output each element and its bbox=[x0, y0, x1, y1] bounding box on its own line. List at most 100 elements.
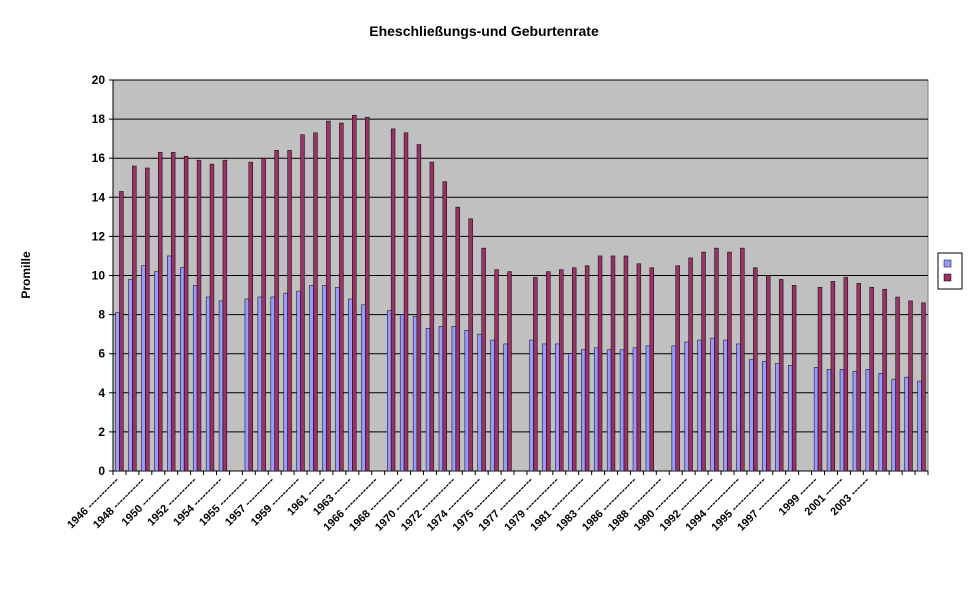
bar bbox=[826, 369, 832, 472]
bar bbox=[775, 363, 780, 472]
bar bbox=[778, 279, 784, 472]
bar bbox=[270, 296, 275, 472]
bar bbox=[584, 265, 590, 472]
bar bbox=[412, 316, 418, 472]
bar bbox=[141, 265, 146, 472]
y-tick-label: 4 bbox=[98, 386, 105, 400]
bar bbox=[740, 247, 745, 472]
bar bbox=[403, 132, 409, 472]
bar bbox=[869, 286, 874, 472]
bar bbox=[865, 369, 871, 472]
bar bbox=[115, 312, 120, 472]
bar bbox=[684, 341, 689, 472]
bar bbox=[309, 285, 314, 472]
bar bbox=[671, 345, 676, 472]
bar bbox=[438, 326, 444, 472]
bar bbox=[468, 218, 473, 472]
bar bbox=[749, 359, 754, 472]
bar bbox=[196, 159, 202, 472]
bar bbox=[843, 277, 849, 472]
bar bbox=[283, 292, 288, 472]
bar bbox=[205, 296, 211, 472]
bar bbox=[813, 367, 819, 472]
bar bbox=[688, 257, 693, 472]
chart-title: Eheschließungs-und Geburtenrate bbox=[369, 23, 599, 39]
bar bbox=[390, 128, 396, 472]
bar bbox=[533, 277, 538, 472]
bar bbox=[727, 251, 732, 472]
bar bbox=[296, 290, 301, 472]
y-tick-label: 14 bbox=[92, 190, 106, 204]
bar bbox=[606, 349, 612, 472]
bar bbox=[322, 285, 327, 472]
bar bbox=[222, 159, 228, 472]
bar bbox=[917, 380, 922, 472]
bar bbox=[158, 152, 163, 472]
bar bbox=[128, 279, 133, 472]
bar bbox=[723, 339, 728, 472]
y-tick-label: 8 bbox=[98, 308, 105, 322]
bar bbox=[701, 251, 706, 472]
bar bbox=[593, 347, 599, 472]
y-tick-label: 6 bbox=[98, 347, 105, 361]
bar bbox=[645, 345, 651, 472]
bar bbox=[791, 285, 797, 472]
legend-swatch bbox=[943, 273, 952, 282]
bar bbox=[856, 283, 861, 472]
bar bbox=[300, 134, 305, 472]
bar bbox=[710, 337, 715, 472]
legend-box bbox=[937, 252, 963, 290]
bar bbox=[830, 281, 836, 472]
bar bbox=[261, 157, 266, 472]
bar bbox=[399, 314, 405, 472]
bar bbox=[697, 339, 702, 472]
bar bbox=[425, 328, 431, 472]
bar bbox=[451, 326, 457, 472]
y-tick-label: 20 bbox=[92, 73, 106, 87]
bar bbox=[736, 343, 741, 472]
bar bbox=[507, 271, 512, 472]
bar bbox=[882, 288, 887, 472]
y-tick-label: 2 bbox=[98, 425, 105, 439]
bar bbox=[908, 300, 913, 472]
bar bbox=[154, 271, 159, 472]
bar bbox=[170, 152, 176, 472]
bar bbox=[503, 343, 508, 472]
bar bbox=[429, 161, 435, 472]
bar bbox=[326, 120, 331, 472]
bar bbox=[145, 167, 150, 472]
bar bbox=[490, 339, 495, 472]
bar bbox=[455, 206, 460, 472]
bar bbox=[619, 349, 625, 472]
bar bbox=[248, 161, 253, 472]
bar bbox=[762, 361, 767, 472]
bar bbox=[839, 369, 845, 472]
bar bbox=[481, 247, 486, 472]
bar bbox=[464, 329, 470, 472]
bar bbox=[581, 349, 586, 472]
bar bbox=[878, 373, 883, 472]
y-axis-label: Promille bbox=[19, 251, 33, 299]
bar bbox=[416, 144, 422, 472]
y-tick-label: 16 bbox=[92, 151, 106, 165]
bar bbox=[568, 353, 573, 472]
bar bbox=[132, 165, 137, 472]
bar bbox=[335, 286, 340, 472]
bar bbox=[555, 343, 560, 472]
bar bbox=[209, 163, 215, 472]
y-tick-label: 12 bbox=[92, 229, 106, 243]
bar bbox=[183, 155, 189, 472]
bar bbox=[348, 298, 353, 472]
bar bbox=[529, 339, 534, 472]
bar bbox=[610, 255, 616, 472]
bar bbox=[891, 378, 896, 472]
bar bbox=[361, 304, 366, 472]
bar bbox=[542, 343, 547, 472]
bar bbox=[904, 376, 909, 472]
bar bbox=[313, 132, 318, 472]
bar bbox=[921, 302, 926, 472]
bar bbox=[218, 300, 224, 472]
bar bbox=[365, 116, 370, 472]
y-tick-label: 10 bbox=[92, 269, 106, 283]
